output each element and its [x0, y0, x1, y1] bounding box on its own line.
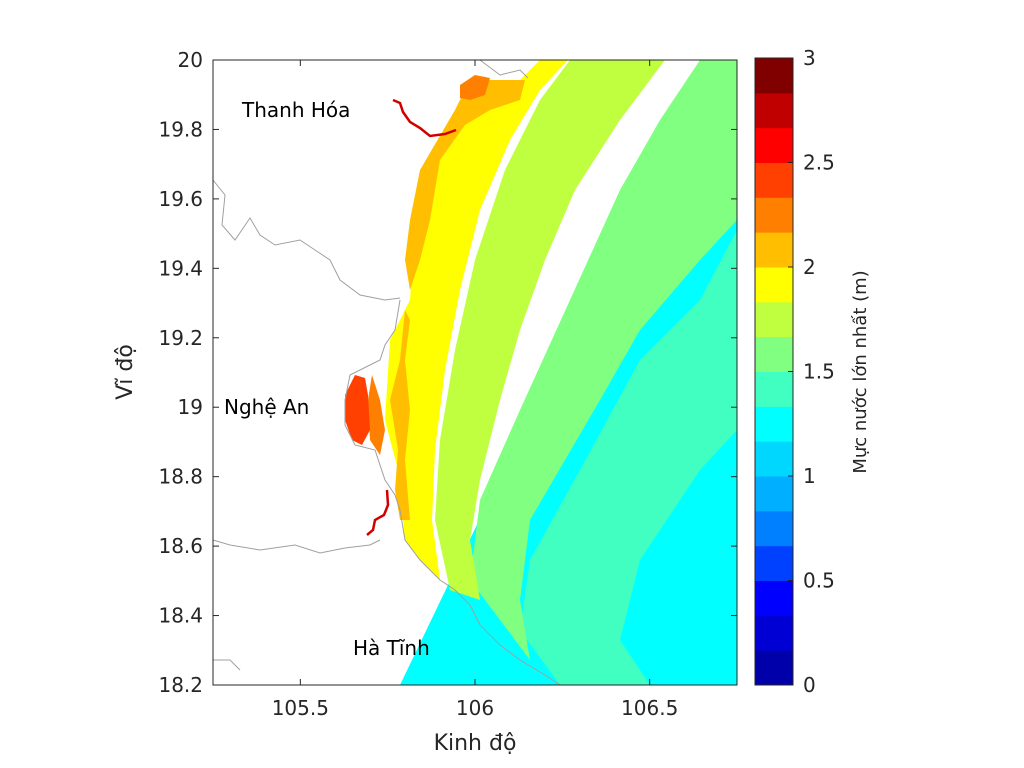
colorbar-label: Mực nước lớn nhất (m) [850, 270, 871, 473]
place-label-thanh-hoa: Thanh Hóa [241, 98, 350, 122]
x-tick-label: 105.5 [272, 696, 329, 720]
y-tick-label: 18.2 [158, 673, 203, 697]
colorbar-tick-label: 0.5 [803, 569, 835, 593]
colorbar-swatch [755, 267, 793, 303]
province-border-thanhhoa [212, 179, 401, 301]
y-axis-label: Vĩ độ [113, 344, 138, 400]
colorbar-swatch [755, 127, 793, 163]
x-ticks: 105.5 106 106.5 [272, 60, 678, 720]
river-lam [366, 489, 390, 536]
border-south-corner [213, 659, 241, 671]
place-label-nghe-an: Nghệ An [224, 395, 309, 419]
colorbar-swatch [755, 336, 793, 372]
y-tick-label: 18.4 [158, 604, 203, 628]
zone-aquamarine [520, 230, 737, 685]
colorbar-swatch [755, 232, 793, 268]
y-tick-label: 19.4 [158, 256, 203, 280]
zone-lightgreen [470, 60, 737, 660]
zone-orange-a [405, 80, 525, 290]
y-tick-label: 18.6 [158, 534, 203, 558]
y-tick-label: 18.8 [158, 465, 203, 489]
x-tick-label: 106.5 [621, 696, 678, 720]
colorbar-swatch [755, 162, 793, 198]
surge-zones [345, 60, 737, 685]
colorbar-swatch [755, 615, 793, 651]
colorbar-tick-label: 3 [803, 46, 816, 70]
colorbar-swatch [755, 441, 793, 477]
colorbar-swatch [755, 580, 793, 616]
zone-orange-b [390, 310, 410, 520]
colorbar-tick-label: 2.5 [803, 151, 835, 175]
colorbar-swatch [755, 545, 793, 581]
colorbar-swatch [755, 301, 793, 338]
y-tick-label: 19.6 [158, 187, 203, 211]
colorbar-swatch [755, 406, 793, 442]
province-border-hatinh [212, 539, 381, 554]
coastline-borders [212, 59, 561, 686]
x-axis-label: Kinh độ [434, 731, 517, 756]
river-ma [392, 98, 457, 138]
colorbar-swatch [755, 58, 793, 94]
coastline [344, 59, 561, 686]
colorbar-swatch [755, 476, 793, 512]
colorbar-tick-label: 1 [803, 464, 816, 488]
zone-darkorange [368, 375, 385, 455]
colorbar-swatch [755, 92, 793, 129]
zone-redorange [345, 375, 370, 445]
place-label-ha-tinh: Hà Tĩnh [353, 636, 430, 660]
y-ticks: 18.2 18.4 18.6 18.8 19 19.2 19.4 19.6 19.8 20 [158, 48, 737, 697]
y-tick-label: 20 [178, 48, 203, 72]
zone-orange-north [460, 75, 490, 100]
colorbar-swatch [755, 650, 793, 686]
y-tick-label: 19 [178, 395, 203, 419]
y-tick-label: 19.8 [158, 117, 203, 141]
colorbar-swatch [755, 371, 793, 407]
colorbar-swatch [755, 510, 793, 547]
colorbar-tick-label: 1.5 [803, 360, 835, 384]
zone-yellowgreen [435, 60, 665, 600]
colorbar-tick-label: 0 [803, 673, 816, 697]
y-tick-label: 19.2 [158, 326, 203, 350]
colorbar-swatch [755, 197, 793, 233]
colorbar-tick-label: 2 [803, 255, 816, 279]
x-tick-label: 106 [456, 696, 494, 720]
colorbar: 0 0.5 1 1.5 2 2.5 3 [754, 46, 835, 697]
rivers [366, 98, 457, 536]
